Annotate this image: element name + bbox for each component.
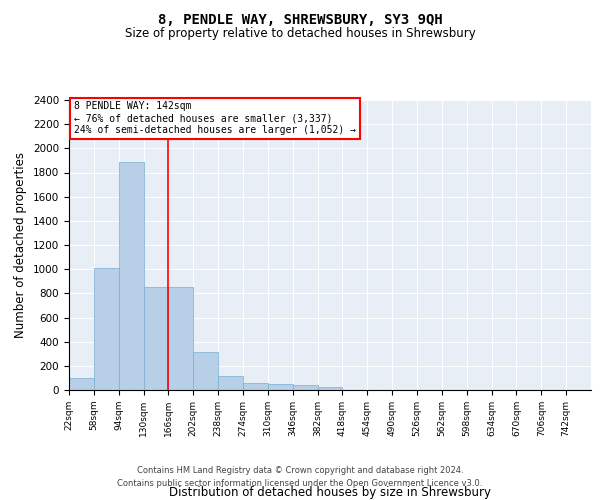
Text: Contains HM Land Registry data © Crown copyright and database right 2024.
Contai: Contains HM Land Registry data © Crown c… xyxy=(118,466,482,487)
Bar xyxy=(143,286,169,390)
Text: 8, PENDLE WAY, SHREWSBURY, SY3 9QH: 8, PENDLE WAY, SHREWSBURY, SY3 9QH xyxy=(158,12,442,26)
Bar xyxy=(218,376,243,390)
Bar xyxy=(193,352,218,390)
Bar xyxy=(243,383,268,390)
Bar xyxy=(119,162,143,390)
Bar xyxy=(169,286,193,390)
Y-axis label: Number of detached properties: Number of detached properties xyxy=(14,152,28,338)
Bar xyxy=(293,385,317,390)
Bar xyxy=(94,268,119,390)
Bar xyxy=(268,384,293,390)
Text: 8 PENDLE WAY: 142sqm
← 76% of detached houses are smaller (3,337)
24% of semi-de: 8 PENDLE WAY: 142sqm ← 76% of detached h… xyxy=(74,102,356,134)
X-axis label: Distribution of detached houses by size in Shrewsbury: Distribution of detached houses by size … xyxy=(169,486,491,499)
Bar xyxy=(317,387,343,390)
Bar xyxy=(69,378,94,390)
Text: Size of property relative to detached houses in Shrewsbury: Size of property relative to detached ho… xyxy=(125,28,475,40)
